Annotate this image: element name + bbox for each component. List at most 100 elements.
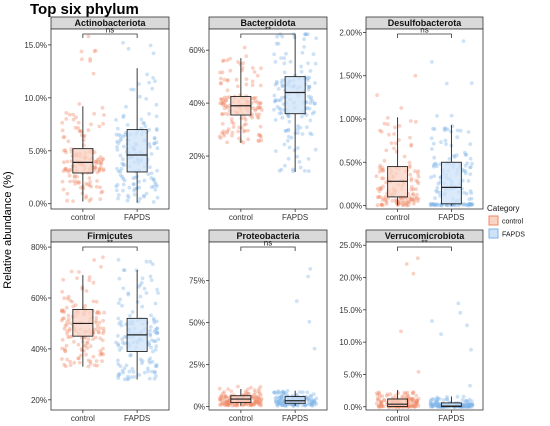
data-point <box>116 376 121 380</box>
data-point <box>64 150 68 155</box>
data-point <box>300 403 305 408</box>
data-point <box>147 112 152 116</box>
data-point <box>455 394 460 399</box>
data-point <box>435 189 440 194</box>
data-point <box>433 196 437 201</box>
data-point <box>308 131 312 136</box>
data-point <box>410 403 414 408</box>
data-point <box>466 404 470 409</box>
data-point <box>117 348 122 352</box>
data-point <box>309 403 314 408</box>
data-point <box>259 138 264 143</box>
data-point <box>83 303 88 308</box>
data-point <box>137 82 141 86</box>
data-point <box>286 134 291 139</box>
data-point <box>225 88 230 93</box>
data-point <box>66 139 71 144</box>
data-point <box>223 403 228 407</box>
data-point <box>63 167 68 172</box>
data-point <box>296 146 300 150</box>
y-tick-label: 20.0% <box>339 274 362 283</box>
data-point <box>115 126 120 131</box>
data-point <box>152 318 156 323</box>
box-fapds <box>441 161 462 205</box>
data-point <box>409 397 414 402</box>
data-point <box>436 181 441 186</box>
data-point <box>408 396 413 401</box>
data-point <box>429 202 434 207</box>
data-point <box>83 344 88 348</box>
data-point <box>131 87 136 92</box>
data-point <box>306 85 311 89</box>
data-point <box>408 135 412 140</box>
data-point <box>71 179 76 184</box>
data-point <box>121 134 126 139</box>
data-point <box>121 113 126 118</box>
data-point <box>279 394 284 399</box>
data-point <box>68 298 73 303</box>
data-point <box>101 121 105 126</box>
data-point <box>217 386 222 391</box>
data-point <box>71 304 76 309</box>
significance-label: ns <box>106 26 114 35</box>
data-point <box>66 335 70 339</box>
data-point <box>416 370 421 374</box>
data-point <box>80 57 84 62</box>
panel-title: Verrucomicrobiota <box>385 231 466 241</box>
data-point <box>115 145 119 149</box>
data-point <box>141 121 146 125</box>
data-point <box>259 393 263 397</box>
data-point <box>138 196 143 201</box>
data-point <box>307 84 311 89</box>
data-point <box>470 161 474 166</box>
data-point <box>379 187 384 191</box>
panel-desulfobacterota: Desulfobacterota 0.00% 0.50% 1.00% 1.50% 2.00… <box>339 16 484 222</box>
data-point <box>94 318 98 323</box>
data-point <box>147 80 152 85</box>
data-point <box>295 127 300 132</box>
data-point <box>428 404 433 409</box>
data-point <box>428 402 433 406</box>
data-point <box>409 404 414 409</box>
data-point <box>218 76 223 81</box>
data-point <box>64 111 69 115</box>
data-point <box>279 80 284 85</box>
data-point <box>97 320 102 325</box>
data-point <box>88 359 93 364</box>
data-point <box>295 154 300 159</box>
data-point <box>150 369 155 374</box>
data-point <box>280 84 285 88</box>
data-point <box>65 168 70 173</box>
data-point <box>61 187 66 192</box>
data-point <box>99 161 104 166</box>
data-point <box>88 344 93 349</box>
data-point <box>77 180 81 185</box>
legend-item-fapds: FAPDS <box>488 228 525 239</box>
data-point <box>223 394 228 399</box>
data-point <box>416 174 421 179</box>
data-point <box>383 198 388 203</box>
data-point <box>80 191 85 196</box>
data-point <box>226 105 231 110</box>
data-point <box>236 60 240 64</box>
data-point <box>453 203 458 208</box>
data-point <box>219 97 224 102</box>
data-point <box>469 202 474 206</box>
data-point <box>412 199 416 203</box>
data-point <box>307 106 312 111</box>
data-point <box>437 190 442 195</box>
data-point <box>135 300 140 304</box>
data-point <box>93 160 98 164</box>
data-point <box>92 165 97 169</box>
data-point <box>223 111 228 116</box>
data-point <box>147 127 152 132</box>
data-point <box>120 368 125 373</box>
x-tick-label: FAPDS <box>124 213 150 222</box>
data-point <box>310 400 315 405</box>
data-point <box>384 148 389 153</box>
data-point <box>117 372 122 377</box>
data-point <box>409 187 414 192</box>
data-point <box>219 403 224 407</box>
data-point <box>71 199 75 204</box>
data-point <box>80 287 85 291</box>
